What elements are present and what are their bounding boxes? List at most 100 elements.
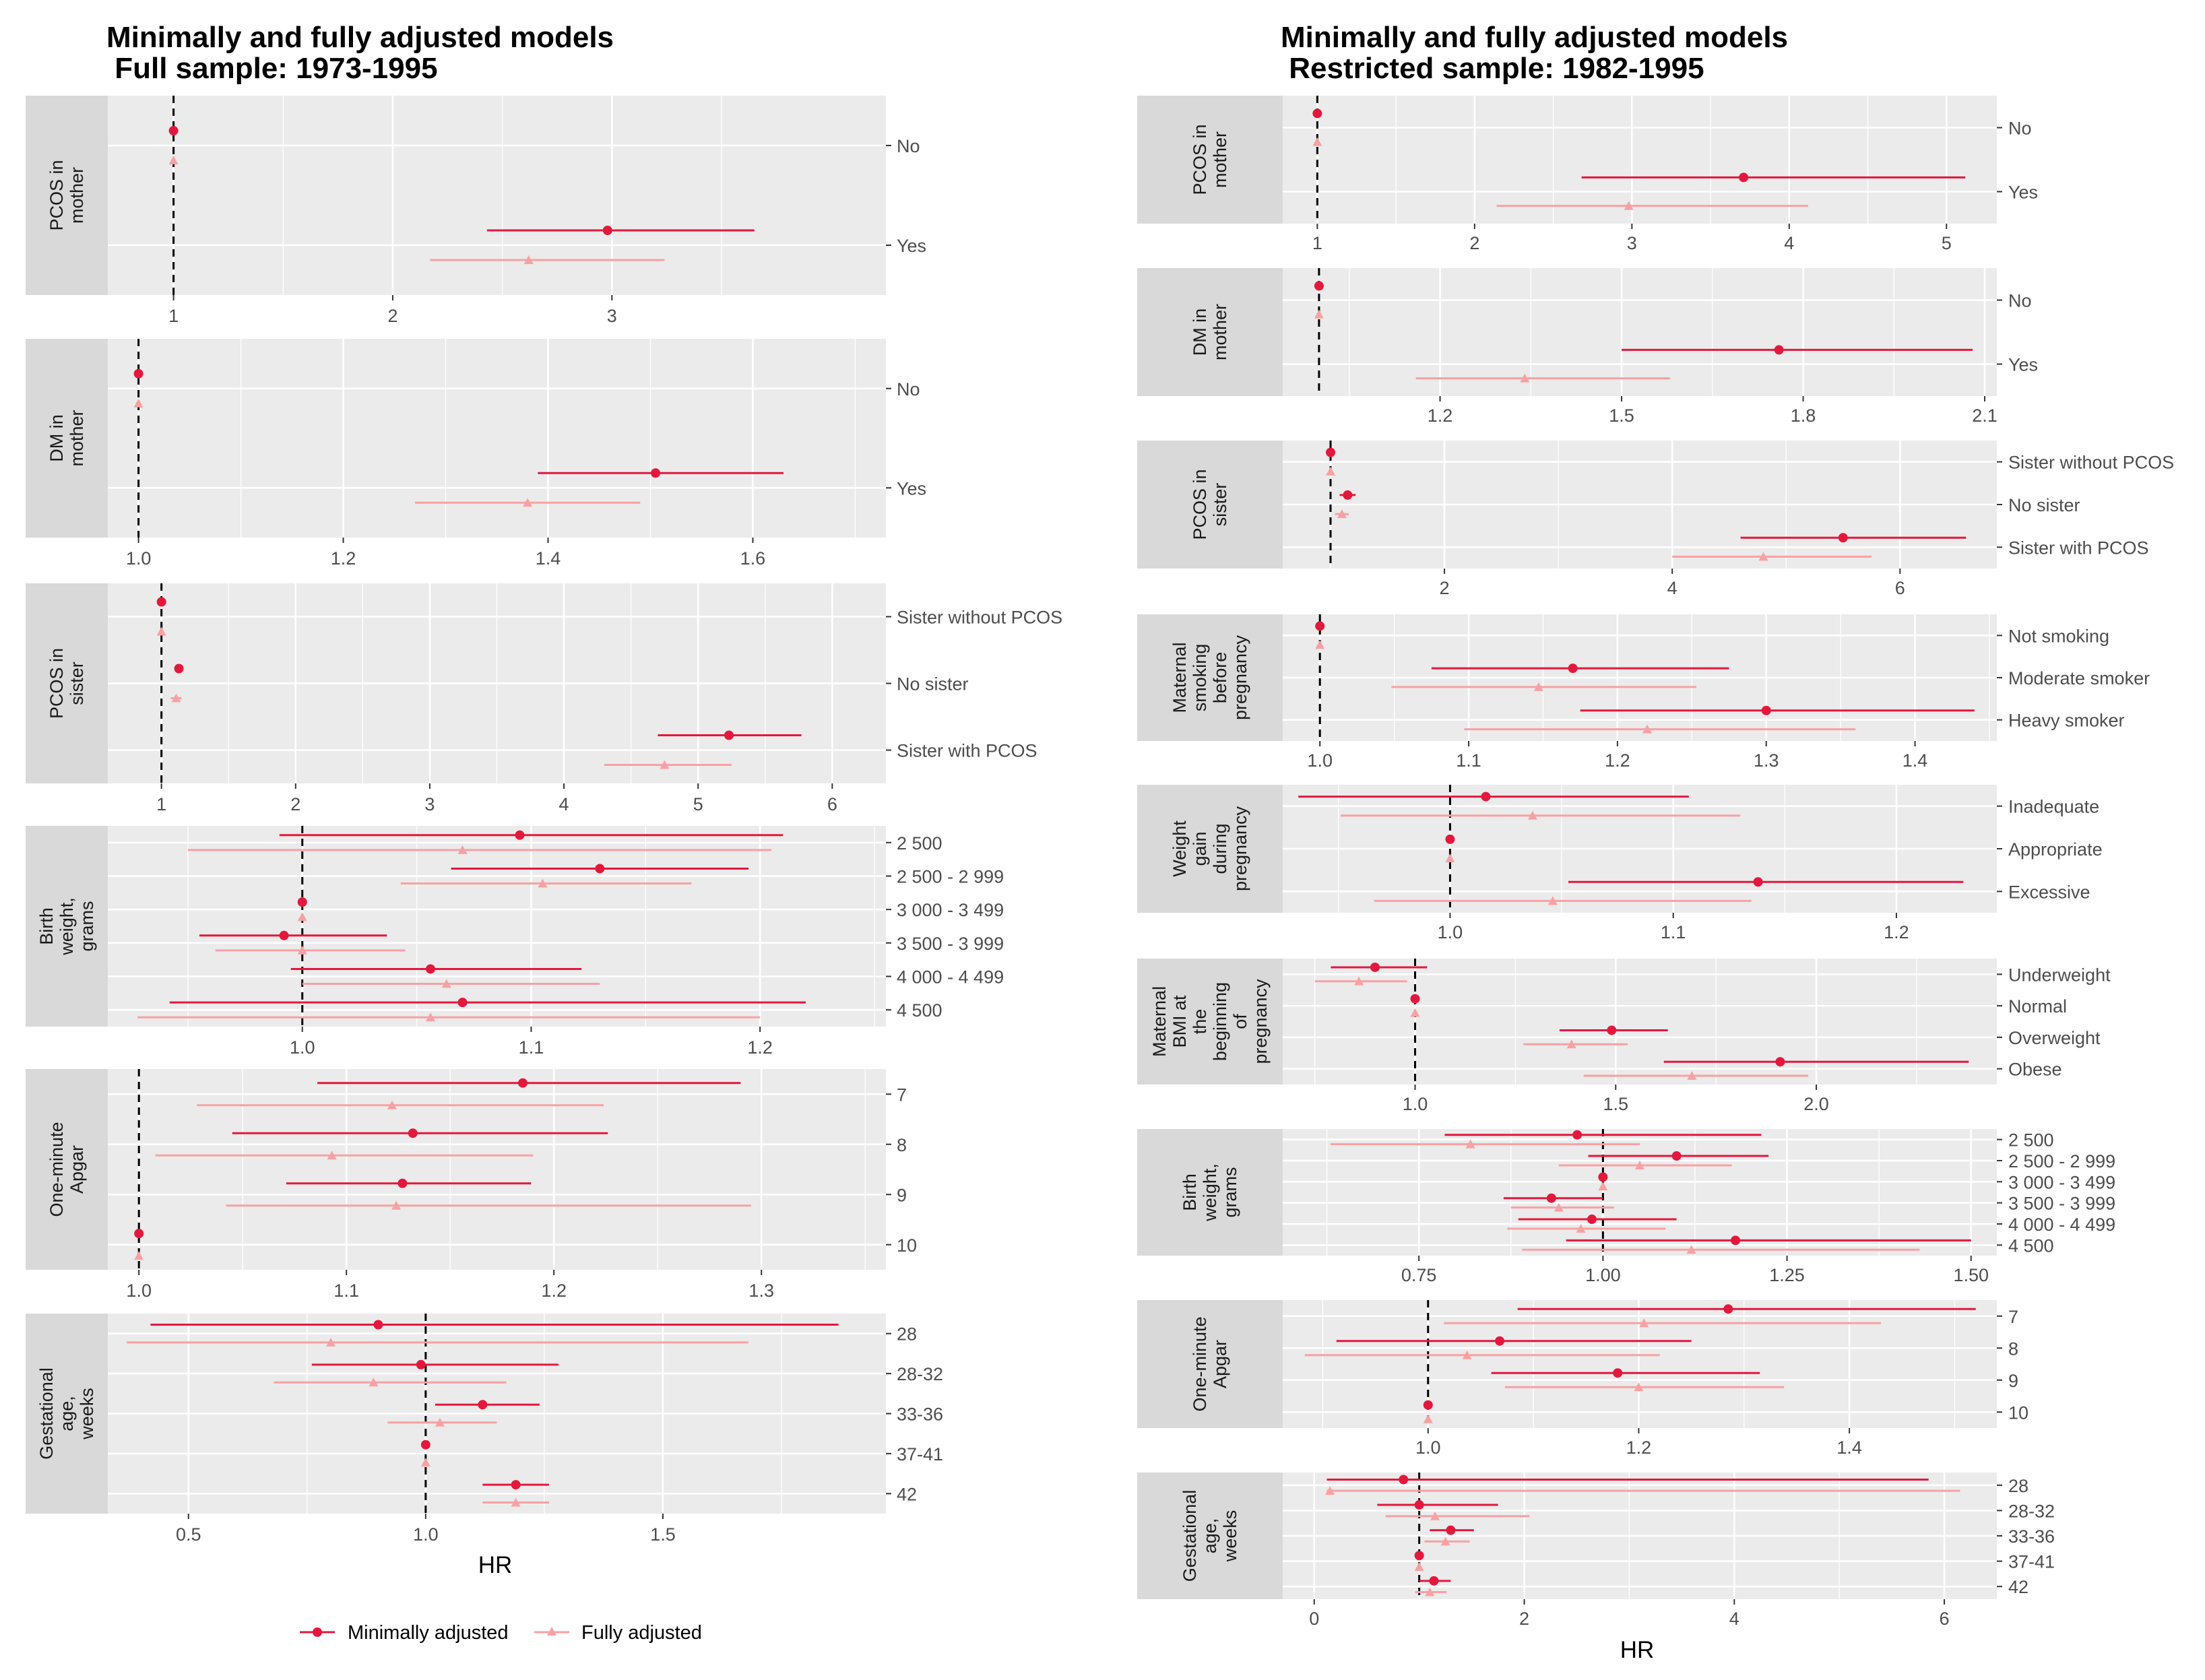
- facet-strip: [26, 826, 108, 1027]
- point-fully-adjusted: [391, 1200, 402, 1210]
- panel-background: [1283, 1300, 1997, 1428]
- x-tick-label: 1.0: [413, 1524, 439, 1545]
- point-minimally-adjusted: [1731, 1235, 1741, 1246]
- facet-strip-label: Gestational: [36, 1367, 57, 1460]
- facet-strip-label: age,: [57, 1396, 77, 1431]
- y-tick-label: 9: [897, 1185, 907, 1205]
- y-tick-label: 33-36: [897, 1404, 943, 1425]
- point-minimally-adjusted: [602, 226, 612, 235]
- x-tick-label: 6: [1895, 578, 1905, 598]
- facet-strip-label: One-minute: [46, 1122, 67, 1217]
- x-tick-label: 4: [559, 794, 569, 814]
- y-tick-label: 33-36: [2008, 1526, 2055, 1547]
- x-tick-label: 2.1: [1972, 406, 1998, 426]
- facet-panel: PCOS in mother No Yes 1 2 3 4 5: [1137, 96, 2038, 253]
- facet-strip: [1137, 614, 1283, 741]
- facet-strip-label: age,: [1200, 1518, 1220, 1554]
- y-tick-label: 42: [897, 1484, 917, 1504]
- facet-strip: [26, 96, 108, 295]
- y-tick-label: 2 500: [897, 833, 942, 853]
- point-minimally-adjusted: [1838, 533, 1848, 543]
- point-minimally-adjusted: [416, 1359, 426, 1369]
- x-tick-label: 5: [1942, 233, 1952, 253]
- chart-title-right-line2: Restricted sample: 1982-1995: [1281, 52, 1704, 85]
- y-tick-label: Sister without PCOS: [2008, 453, 2174, 473]
- y-tick-label: 37-41: [897, 1444, 943, 1464]
- panel-background: [108, 96, 886, 295]
- point-minimally-adjusted: [1671, 1151, 1682, 1161]
- facet-strip-label: during: [1210, 823, 1230, 874]
- point-minimally-adjusted: [1761, 705, 1771, 715]
- y-tick-label: 10: [2008, 1402, 2028, 1423]
- x-tick-label: 1.1: [1456, 750, 1481, 771]
- point-fully-adjusted: [171, 693, 181, 703]
- x-tick-label: 3: [424, 794, 435, 814]
- point-fully-adjusted: [420, 1458, 430, 1467]
- point-fully-adjusted: [1639, 1318, 1649, 1328]
- point-minimally-adjusted: [1587, 1215, 1597, 1225]
- facet-strip: [26, 583, 108, 783]
- x-tick-label: 6: [1940, 1609, 1950, 1629]
- y-tick-label: 2 500 - 2 999: [2008, 1151, 2115, 1171]
- point-fully-adjusted: [133, 398, 143, 408]
- facet-strip-label: PCOS in: [1190, 124, 1210, 195]
- point-minimally-adjusted: [1495, 1336, 1505, 1346]
- x-tick-label: 1.3: [1754, 750, 1779, 771]
- point-fully-adjusted: [1440, 1537, 1450, 1546]
- y-tick-label: 9: [2008, 1371, 2018, 1391]
- x-tick-label: 6: [827, 794, 837, 814]
- chart-title-right-line1: Minimally and fully adjusted models: [1281, 21, 1788, 54]
- facet-strip-label: Weight: [1170, 820, 1190, 877]
- facet-strip-label: PCOS in: [46, 648, 67, 719]
- facet-strip: [26, 339, 108, 538]
- facet-strip-label: Maternal: [1149, 986, 1170, 1057]
- point-minimally-adjusted: [1739, 172, 1749, 183]
- facet-strip-label: the: [1190, 1009, 1210, 1035]
- facet-strip: [1137, 785, 1283, 913]
- point-minimally-adjusted: [1410, 994, 1420, 1004]
- x-tick-label: 1.1: [333, 1281, 359, 1301]
- x-tick-label: 1.50: [1953, 1265, 1989, 1285]
- panel-background: [1283, 1129, 1997, 1256]
- x-tick-label: 1.5: [650, 1524, 676, 1545]
- x-tick-label: 1.0: [1438, 922, 1463, 942]
- point-fully-adjusted: [156, 626, 166, 636]
- point-fully-adjusted: [435, 1417, 445, 1427]
- point-fully-adjusted: [1554, 1202, 1564, 1212]
- facet-strip-label: PCOS in: [46, 160, 67, 230]
- x-tick-label: 1.0: [126, 1281, 152, 1301]
- y-tick-label: 7: [897, 1085, 907, 1105]
- x-tick-label: 1.2: [541, 1281, 567, 1301]
- y-tick-label: 3 500 - 3 999: [2008, 1194, 2115, 1214]
- point-minimally-adjusted: [174, 664, 184, 674]
- x-tick-label: 2: [290, 794, 300, 814]
- y-tick-label: Normal: [2008, 996, 2067, 1016]
- facet-panel: Maternal BMI at the beginning of pregnancy Und…: [1137, 959, 2111, 1114]
- y-tick-label: Sister with PCOS: [897, 741, 1037, 761]
- x-tick-label: 0.75: [1401, 1265, 1437, 1285]
- y-tick-label: 42: [2008, 1577, 2028, 1597]
- point-minimally-adjusted: [478, 1400, 488, 1410]
- x-tick-label: 1.5: [1609, 406, 1634, 426]
- facet-panel: One-minute Apgar 7 8 9 10 1.0 1.2 1.4: [1137, 1300, 2028, 1458]
- point-minimally-adjusted: [1572, 1130, 1583, 1140]
- point-fully-adjusted: [1576, 1223, 1586, 1233]
- x-tick-label: 1.2: [1884, 922, 1909, 942]
- x-tick-label: 1: [1312, 233, 1322, 253]
- point-minimally-adjusted: [1399, 1475, 1409, 1485]
- point-fully-adjusted: [1315, 640, 1325, 649]
- point-minimally-adjusted: [1607, 1025, 1617, 1035]
- point-fully-adjusted: [441, 979, 451, 988]
- point-fully-adjusted: [1686, 1245, 1696, 1254]
- point-minimally-adjusted: [1445, 834, 1455, 844]
- legend-key-minimal: [300, 1627, 335, 1637]
- y-tick-label: 4 500: [897, 1000, 942, 1021]
- x-tick-label: 4: [1729, 1609, 1739, 1629]
- facet-strip-label: Apgar: [67, 1145, 87, 1194]
- point-minimally-adjusted: [156, 597, 166, 607]
- chart-restricted-sample: Minimally and fully adjusted models Rest…: [1137, 21, 2174, 1663]
- point-fully-adjusted: [1414, 1561, 1424, 1571]
- point-minimally-adjusted: [1343, 490, 1353, 500]
- facet-strip: [1137, 1473, 1283, 1599]
